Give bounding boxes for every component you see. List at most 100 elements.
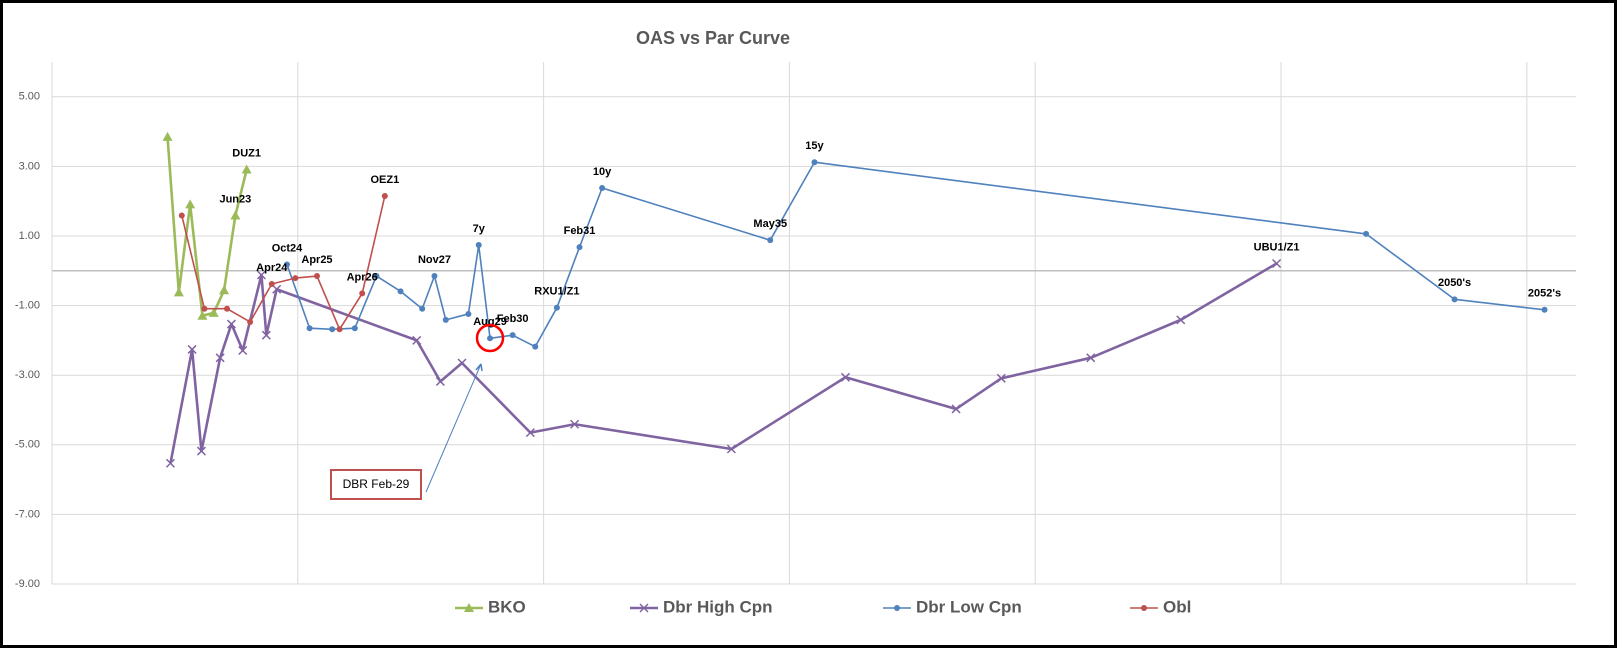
marker <box>435 376 445 386</box>
marker <box>351 325 358 332</box>
marker <box>951 404 961 414</box>
series-line <box>166 136 248 317</box>
marker <box>238 345 248 356</box>
point-label: 10y <box>593 166 612 178</box>
legend-marker <box>1141 605 1147 611</box>
marker <box>431 273 438 280</box>
marker <box>329 326 336 333</box>
y-tick-label: -9.00 <box>15 578 40 590</box>
marker <box>162 131 173 141</box>
y-tick-label: -1.00 <box>15 300 40 312</box>
marker <box>226 319 236 329</box>
legend-marker <box>639 603 649 613</box>
marker <box>215 353 225 363</box>
marker <box>1451 296 1458 303</box>
marker <box>261 330 271 340</box>
legend-label: Dbr Low Cpn <box>916 597 1022 616</box>
point-label: 15y <box>805 140 824 152</box>
marker <box>811 159 818 166</box>
point-label: OEZ1 <box>370 174 399 186</box>
marker <box>336 326 343 333</box>
point-label: Feb30 <box>497 313 529 325</box>
point-label: Feb31 <box>564 225 596 237</box>
marker <box>457 358 467 368</box>
series-layer <box>162 131 1548 468</box>
marker <box>553 304 560 311</box>
marker <box>1086 353 1096 363</box>
legend-label: Dbr High Cpn <box>663 597 773 616</box>
marker <box>185 199 196 209</box>
y-tick-label: 1.00 <box>19 230 40 242</box>
point-label: Oct24 <box>272 242 303 254</box>
callout-box <box>330 469 422 500</box>
marker <box>219 285 230 295</box>
marker <box>292 275 299 282</box>
point-label: May35 <box>753 218 787 230</box>
marker <box>241 164 252 174</box>
marker <box>208 307 219 317</box>
marker <box>313 273 320 280</box>
marker <box>570 419 580 429</box>
marker <box>306 325 313 332</box>
marker <box>465 310 472 317</box>
series-line <box>286 161 1545 348</box>
marker <box>247 318 254 325</box>
point-label: Apr26 <box>347 271 378 283</box>
point-label: RXU1/Z1 <box>534 286 579 298</box>
marker <box>840 372 850 382</box>
marker <box>187 344 197 354</box>
point-label: Apr24 <box>256 262 288 274</box>
y-tick-label: 3.00 <box>19 160 40 172</box>
marker <box>442 316 449 323</box>
marker <box>268 281 275 288</box>
marker <box>996 373 1006 383</box>
marker <box>283 261 290 268</box>
marker <box>576 244 583 251</box>
y-tick-label: -3.00 <box>15 369 40 381</box>
highlight-circle <box>475 323 505 353</box>
marker <box>1363 230 1370 237</box>
marker <box>726 444 736 454</box>
marker <box>359 290 366 297</box>
y-tick-label: -7.00 <box>15 508 40 520</box>
marker <box>397 288 404 295</box>
marker <box>599 184 606 191</box>
marker <box>197 310 208 320</box>
marker <box>1176 315 1186 325</box>
marker <box>381 192 388 199</box>
marker <box>165 458 176 468</box>
point-label: 2050's <box>1438 277 1471 289</box>
callout-arrow <box>425 363 482 493</box>
marker <box>178 212 185 219</box>
marker <box>373 273 380 280</box>
point-label: Apr25 <box>301 254 332 266</box>
legend-label: BKO <box>488 597 526 616</box>
marker <box>196 446 206 456</box>
legend: BKO Dbr High Cpn Dbr Low Cpn Obl <box>455 597 1191 616</box>
grid: -9.00 -7.00 -5.00 -3.00 -1.00 1.00 3.00 5.00 <box>15 62 1576 590</box>
marker <box>525 428 535 438</box>
chart-title: OAS vs Par Curve <box>636 28 790 48</box>
point-label: Jun23 <box>219 193 251 205</box>
point-label: UBU1/Z1 <box>1254 241 1300 253</box>
y-tick-label: -5.00 <box>15 439 40 451</box>
point-label: 2052's <box>1528 288 1561 300</box>
marker <box>487 335 494 342</box>
series-line <box>181 195 386 331</box>
callout-arrowhead <box>475 363 483 372</box>
marker <box>532 343 539 350</box>
point-label: DUZ1 <box>232 147 261 159</box>
marker <box>256 270 266 280</box>
legend-marker <box>464 603 474 612</box>
marker <box>767 237 774 244</box>
marker <box>173 287 184 297</box>
marker <box>230 210 241 220</box>
marker <box>412 335 422 345</box>
point-label: Nov27 <box>418 254 451 266</box>
marker <box>1541 306 1548 313</box>
point-label: 7y <box>473 223 486 235</box>
y-tick-label: 5.00 <box>19 91 40 103</box>
